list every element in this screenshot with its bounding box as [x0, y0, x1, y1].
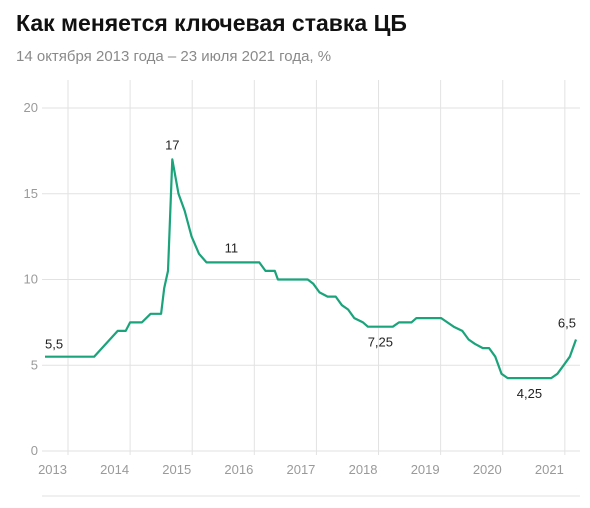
- series-line-0: [45, 158, 578, 380]
- grid: [42, 80, 580, 497]
- x-tick-label: 2018: [349, 462, 378, 477]
- series-layer: [45, 158, 578, 380]
- chart-title: Как меняется ключевая ставка ЦБ: [16, 10, 407, 36]
- x-tick-label: 2016: [224, 462, 253, 477]
- y-tick-label: 5: [31, 357, 38, 372]
- data-label: 5,5: [45, 337, 63, 352]
- y-tick-label: 0: [31, 443, 38, 458]
- x-tick-label: 2014: [100, 462, 129, 477]
- x-axis: 2013 2014 2015 2016 2017 2018 2019 2020 2021: [38, 462, 564, 477]
- x-tick-label: 2019: [411, 462, 440, 477]
- y-tick-label: 20: [24, 100, 38, 115]
- data-label: 4,25: [517, 386, 542, 401]
- x-tick-label: 2015: [162, 462, 191, 477]
- chart-subtitle: 14 октября 2013 года – 23 июля 2021 года…: [16, 48, 332, 65]
- x-tick-label: 2020: [473, 462, 502, 477]
- x-tick-label: 2013: [38, 462, 67, 477]
- y-tick-label: 15: [24, 186, 38, 201]
- data-label: 11: [225, 240, 239, 255]
- data-label: 17: [165, 137, 179, 152]
- annotations: 5,5 17 11 7,25 4,25 6,5: [45, 137, 576, 401]
- x-tick-label: 2021: [535, 462, 564, 477]
- x-tick-label: 2017: [286, 462, 315, 477]
- data-label: 6,5: [558, 316, 576, 331]
- y-tick-label: 10: [24, 272, 38, 287]
- data-label: 7,25: [368, 335, 393, 350]
- y-axis: 0 5 10 15 20: [24, 100, 38, 458]
